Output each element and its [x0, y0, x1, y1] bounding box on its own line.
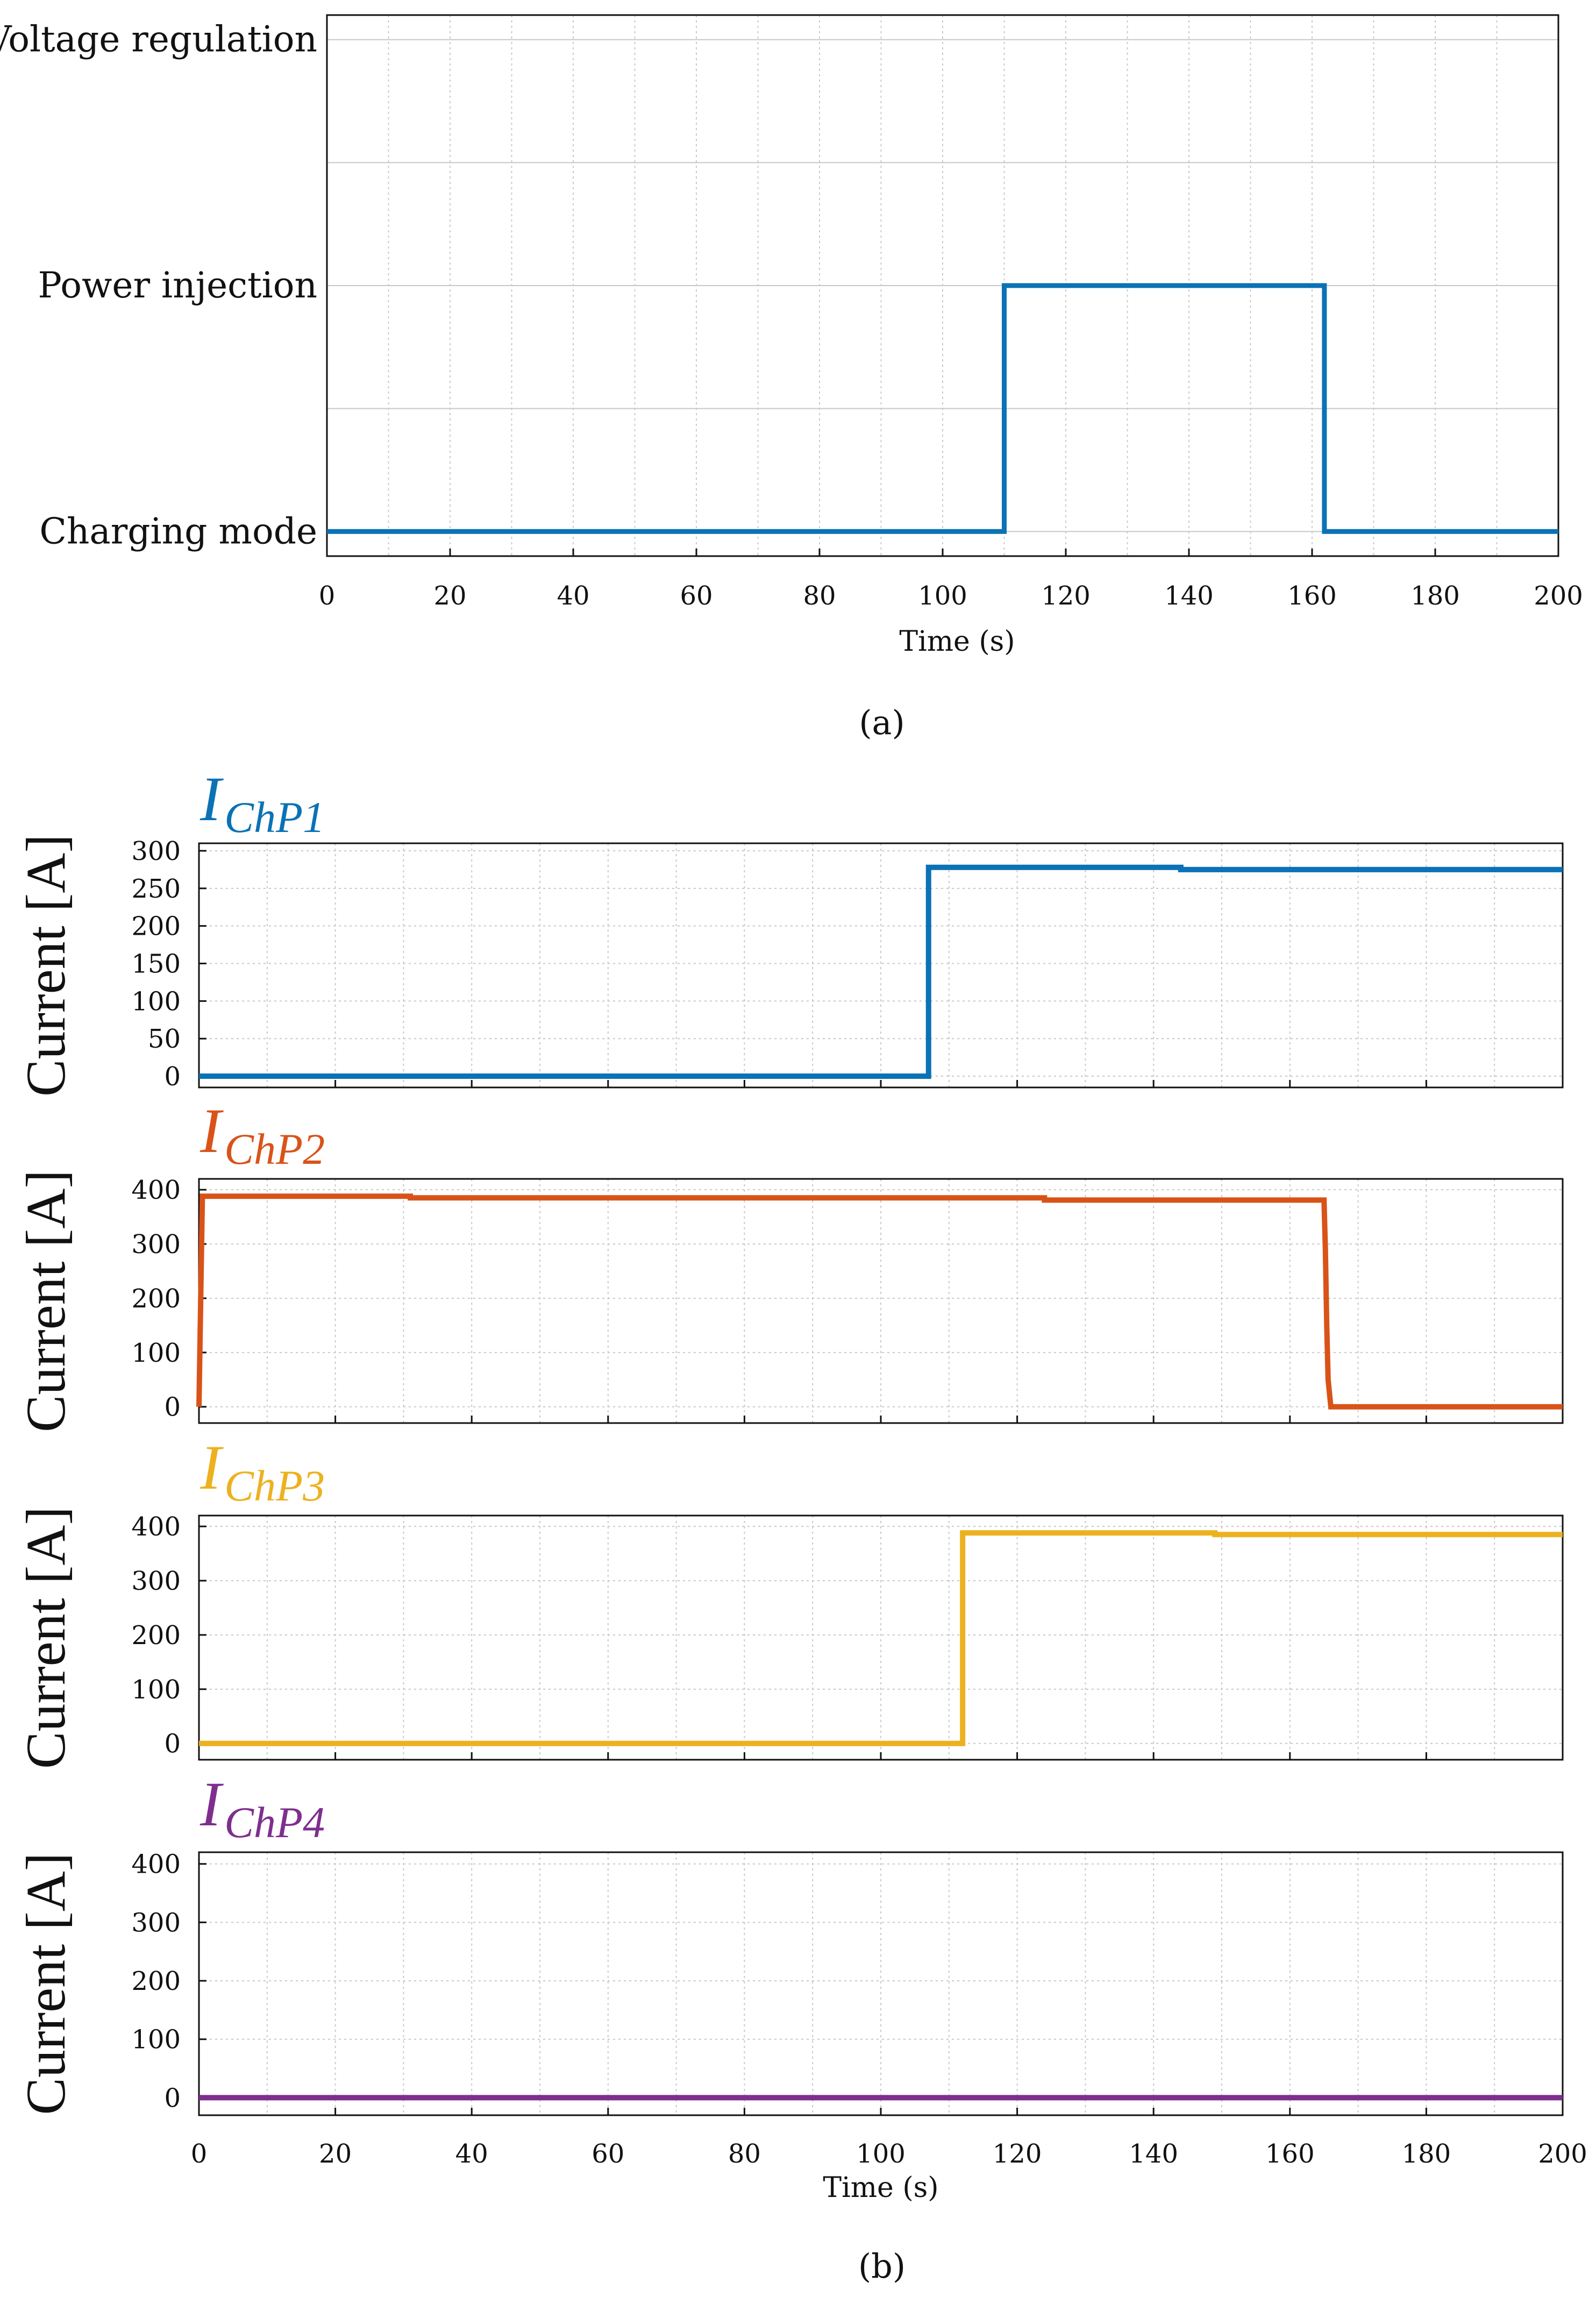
y-tick-label: 50 — [148, 1024, 181, 1054]
subplot-title-subscript: ChP4 — [224, 1798, 325, 1847]
y-tick-label: 100 — [131, 1675, 181, 1705]
subplot-title-main: I — [200, 1769, 224, 1839]
panel-a-grid — [327, 15, 1558, 556]
subplot-title-main: I — [200, 764, 224, 834]
x-tick-label: 200 — [1538, 2139, 1587, 2169]
x-tick-label: 60 — [680, 581, 712, 611]
current-line-chp3 — [199, 1530, 1563, 1746]
y-tick-label: 0 — [164, 1392, 181, 1423]
subplot-title-main: I — [200, 1432, 224, 1503]
panel-b-x-axis-label: Time (s) — [823, 2172, 938, 2204]
y-tick-label: 250 — [131, 874, 181, 904]
y-tick-label: 0 — [164, 2083, 181, 2113]
y-tick-label: 100 — [131, 986, 181, 1016]
subplot-chp1: 0 50 100 150 200 250 300 Current [A] IChP1 — [15, 764, 1564, 1097]
subplot-chp2: 0 100 200 300 400 Current [A] IChP2 — [15, 1096, 1564, 1432]
x-tick-label: 120 — [1041, 581, 1091, 611]
y-tick-label: 400 — [131, 1175, 181, 1205]
x-tick-label: 80 — [728, 2139, 761, 2169]
x-tick-label: 120 — [993, 2139, 1042, 2169]
y-tick-label: 400 — [131, 1850, 181, 1880]
y-axis-label: Current [A] — [15, 1170, 77, 1432]
y-tick-label: 200 — [131, 1620, 181, 1651]
x-tick-label: 140 — [1164, 581, 1214, 611]
y-tick-label: 100 — [131, 1338, 181, 1368]
y-tick-label: 300 — [131, 1566, 181, 1596]
y-tick-label: 300 — [131, 1229, 181, 1260]
y-tick-label: 300 — [131, 836, 181, 866]
subplot-title: IChP1 — [200, 764, 325, 842]
x-tick-label: 160 — [1287, 581, 1337, 611]
subplot-frame — [198, 842, 1564, 1089]
subplot-chp4: 0 100 200 300 400 Current [A] IChP4 — [15, 1769, 1564, 2116]
subplot-title-subscript: ChP1 — [224, 793, 325, 842]
panel-b-x-ticks: 0 20 40 60 80 100 120 140 160 180 200 — [191, 2139, 1587, 2169]
y-tick-label: 200 — [131, 1966, 181, 1996]
y-tick-label: 200 — [131, 1284, 181, 1314]
x-tick-label: 0 — [191, 2139, 208, 2169]
subplot-title: IChP3 — [200, 1432, 325, 1510]
y-tick-label: 200 — [131, 912, 181, 942]
subplot-chp3: 0 100 200 300 400 Current [A] IChP3 — [15, 1432, 1564, 1769]
x-tick-label: 0 — [319, 581, 336, 611]
y-tick-label: 300 — [131, 1908, 181, 1938]
y-tick-label: 150 — [131, 949, 181, 979]
x-tick-label: 40 — [455, 2139, 488, 2169]
x-tick-label: 180 — [1410, 581, 1460, 611]
y-tick-label: 100 — [131, 2025, 181, 2055]
x-tick-label: 180 — [1402, 2139, 1451, 2169]
x-tick-label: 20 — [433, 581, 466, 611]
current-line-chp1 — [199, 864, 1563, 1079]
y-axis-label: Current [A] — [15, 834, 77, 1097]
operating-mode-line — [327, 283, 1558, 534]
subplot-frame — [198, 1514, 1564, 1761]
x-tick-label: 100 — [918, 581, 967, 611]
y-axis-label: Current [A] — [15, 1506, 77, 1769]
subplot-title-subscript: ChP2 — [224, 1125, 325, 1174]
panel-a-x-ticks: 0 20 40 60 80 100 120 140 160 180 200 — [319, 549, 1583, 611]
x-tick-label: 20 — [319, 2139, 352, 2169]
y-tick-label: Power injection — [38, 265, 317, 306]
y-tick-label: Charging mode — [39, 510, 317, 552]
x-tick-label: 100 — [856, 2139, 906, 2169]
subplot-frame — [198, 1178, 1564, 1424]
panel-a-caption: (a) — [859, 703, 904, 742]
subplot-title-subscript: ChP3 — [224, 1461, 325, 1510]
panel-a-series — [327, 283, 1558, 534]
x-tick-label: 60 — [592, 2139, 624, 2169]
x-tick-label: 200 — [1534, 581, 1583, 611]
panel-a-y-ticks: Charging mode Power injection Voltage regu… — [0, 19, 317, 552]
panel-b-caption: (b) — [858, 2246, 906, 2286]
y-tick-label: Voltage regulation — [0, 19, 317, 60]
x-tick-label: 80 — [803, 581, 836, 611]
x-tick-label: 160 — [1265, 2139, 1315, 2169]
y-tick-label: 400 — [131, 1512, 181, 1542]
panel-a-x-axis-label: Time (s) — [899, 625, 1015, 658]
subplot-title: IChP4 — [200, 1769, 325, 1847]
x-tick-label: 140 — [1129, 2139, 1178, 2169]
y-tick-label: 0 — [164, 1729, 181, 1759]
y-tick-label: 0 — [164, 1062, 181, 1092]
subplot-title: IChP2 — [200, 1096, 325, 1174]
y-axis-label: Current [A] — [15, 1852, 77, 2115]
subplot-title-main: I — [200, 1096, 224, 1166]
x-tick-label: 40 — [557, 581, 589, 611]
panel-a-operating-mode: 0 20 40 60 80 100 120 140 160 180 200 Charging mod… — [0, 14, 1583, 742]
current-line-chp2 — [196, 1193, 1563, 1410]
